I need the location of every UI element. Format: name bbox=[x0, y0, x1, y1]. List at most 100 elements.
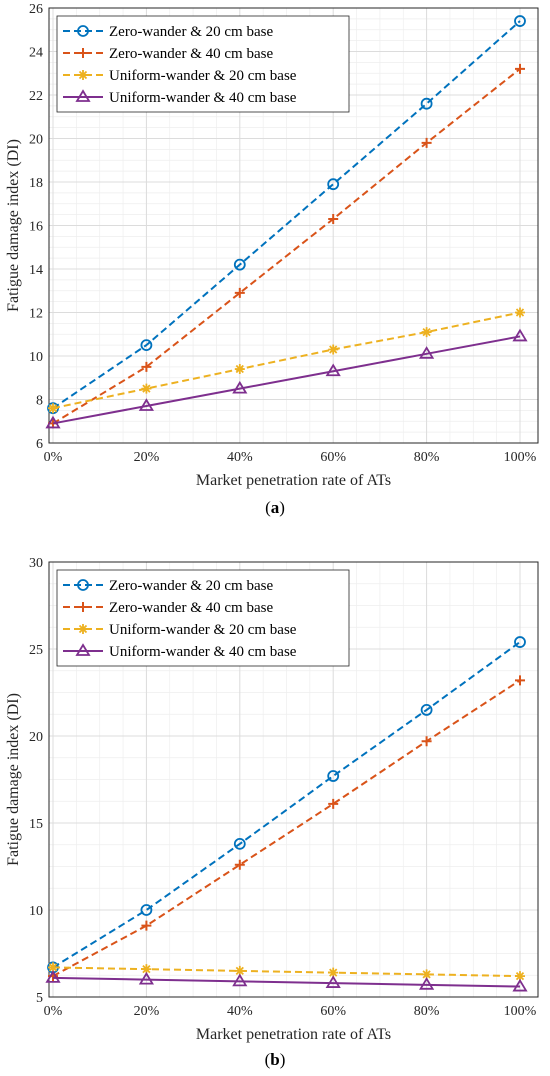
chart-b-xtick-label: 80% bbox=[414, 1004, 440, 1019]
chart-a-legend-marker-0 bbox=[77, 25, 89, 37]
chart-a-series-3-line bbox=[52, 335, 521, 425]
chart-a-series-3-point bbox=[419, 346, 435, 359]
caption-b-letter: b bbox=[270, 1050, 280, 1069]
chart-a-xtick-label: 80% bbox=[414, 450, 440, 465]
chart-a-series-2-line bbox=[52, 311, 521, 410]
chart-a-ytick-label: 12 bbox=[29, 307, 43, 322]
chart-a-xlabel: Market penetration rate of ATs bbox=[196, 472, 391, 489]
chart-b-series-1-point bbox=[515, 675, 525, 686]
chart-a-legend-marker-2 bbox=[78, 70, 88, 80]
chart-b-ytick-label: 30 bbox=[29, 556, 43, 571]
chart-b-series-0-point bbox=[233, 837, 246, 850]
chart-a-series-0-line bbox=[52, 20, 521, 410]
chart-b-series-2-point bbox=[234, 965, 245, 976]
chart-a-axes-box bbox=[48, 7, 539, 444]
chart-b-series-0 bbox=[47, 636, 526, 974]
chart-a-ytick-label: 10 bbox=[29, 350, 43, 365]
chart-b-series-3-point bbox=[419, 977, 435, 990]
caption-b: (b) bbox=[0, 1050, 550, 1070]
chart-b-xtick-label: 0% bbox=[44, 1004, 63, 1019]
chart-a-ytick-label: 26 bbox=[29, 2, 43, 17]
chart-b-series-2-point bbox=[48, 962, 58, 973]
chart-b-legend-label-0: Zero-wander & 20 cm base bbox=[109, 578, 273, 594]
chart-a-xtick-label: 60% bbox=[320, 450, 346, 465]
chart-a-ylabel: Fatigue damage index (DI) bbox=[5, 139, 22, 312]
chart-b-legend-marker-0 bbox=[77, 579, 89, 591]
chart-b-legend-marker-3 bbox=[75, 643, 91, 656]
chart-a-legend: Zero-wander & 20 cm base Zero-wander & 40… bbox=[56, 15, 350, 113]
chart-a-legend-label-1: Zero-wander & 40 cm base bbox=[109, 46, 273, 62]
chart-a-series-2-point bbox=[141, 383, 152, 394]
chart-a-xtick-label: 20% bbox=[134, 450, 160, 465]
chart-b-series-0-point bbox=[327, 770, 340, 782]
chart-b-series-2-line bbox=[52, 966, 521, 978]
chart-a-legend-label-3: Uniform-wander & 40 cm base bbox=[109, 90, 297, 106]
chart-b-xtick-label: 20% bbox=[134, 1004, 160, 1019]
chart-b-ytick-label: 25 bbox=[29, 643, 43, 658]
chart-a-series-1-line bbox=[52, 68, 521, 425]
chart-a-ytick-label: 18 bbox=[29, 176, 43, 191]
chart-b-series-1 bbox=[48, 675, 525, 982]
chart-b-series-1-point bbox=[421, 736, 432, 747]
chart-a-ytick-label: 22 bbox=[29, 89, 43, 104]
chart-b-ytick-label: 15 bbox=[29, 817, 43, 832]
caption-a: (a) bbox=[0, 498, 550, 518]
chart-b-series-1-line bbox=[52, 679, 521, 977]
chart-a-series-1-point bbox=[141, 361, 152, 372]
chart-b-svg: 5 10 15 20 25 30 0% 20% 40% 60% 80% 100% Market pene… bbox=[5, 556, 539, 1043]
chart-b-series-0-point bbox=[514, 636, 526, 648]
chart-a-series-1-point bbox=[234, 287, 245, 298]
chart-a-ytick-label: 16 bbox=[29, 220, 43, 235]
caption-a-letter: a bbox=[270, 498, 280, 517]
chart-a-series-2-point bbox=[234, 364, 245, 375]
chart-a-series-0-point bbox=[327, 178, 340, 191]
chart-b-series-0-point bbox=[420, 703, 433, 716]
chart-a-series-3-point bbox=[325, 363, 341, 377]
chart-b-series-2 bbox=[48, 962, 525, 982]
chart-b-series-3-line bbox=[52, 976, 521, 988]
chart-a-series-2-point bbox=[421, 327, 432, 338]
chart-b-xtick-label: 100% bbox=[504, 1004, 537, 1019]
chart-b-legend-box bbox=[56, 569, 350, 667]
chart-b-legend-label-1: Zero-wander & 40 cm base bbox=[109, 600, 273, 616]
chart-a-series-2 bbox=[48, 307, 525, 414]
chart-b-series-3-point bbox=[325, 975, 341, 988]
chart-a-series-3-point bbox=[512, 328, 528, 342]
chart-b-series-2-point bbox=[328, 967, 339, 978]
chart-b-series-1-point bbox=[328, 798, 339, 809]
chart-b-ylabel: Fatigue damage index (DI) bbox=[5, 693, 22, 866]
chart-b-ytick-label: 5 bbox=[36, 991, 43, 1006]
chart-b-axes-box bbox=[48, 561, 539, 998]
caption-b-close: ) bbox=[279, 1050, 286, 1069]
chart-a-series-3-point bbox=[45, 415, 61, 429]
chart-b-ytick-label: 10 bbox=[29, 904, 43, 919]
chart-a-xtick-label: 100% bbox=[504, 450, 537, 465]
chart-a-series-1-point bbox=[515, 63, 525, 74]
chart-b-xtick-label: 40% bbox=[227, 1004, 253, 1019]
chart-a-series-3-point bbox=[232, 380, 248, 394]
chart-a-series-3-point bbox=[138, 398, 154, 411]
chart-b-series-0-point bbox=[140, 904, 153, 916]
chart-b-series-1-point bbox=[234, 859, 245, 870]
chart-a-ytick-label: 14 bbox=[29, 263, 43, 278]
chart-b-series-2-point bbox=[421, 969, 432, 980]
chart-a-series-1-point bbox=[421, 137, 432, 148]
chart-a-series-0-point bbox=[140, 339, 153, 352]
chart-b-series-3 bbox=[45, 970, 528, 992]
chart-b-xlabel: Market penetration rate of ATs bbox=[196, 1026, 391, 1043]
chart-a-ytick-label: 24 bbox=[29, 46, 43, 61]
chart-b-legend-label-2: Uniform-wander & 20 cm base bbox=[109, 622, 297, 638]
chart-a-series-0-point bbox=[233, 258, 246, 271]
chart-b-series-3-point bbox=[232, 973, 248, 987]
chart-a-series-0-point bbox=[514, 15, 526, 27]
chart-a-series-2-point bbox=[48, 403, 58, 414]
chart-a-series-2-point bbox=[328, 344, 339, 355]
caption-a-open: ( bbox=[265, 498, 271, 517]
chart-b-series-0-line bbox=[52, 641, 521, 969]
chart-a-legend-marker-3 bbox=[75, 89, 91, 102]
chart-a-ytick-label: 20 bbox=[29, 133, 43, 148]
chart-b-legend-label-3: Uniform-wander & 40 cm base bbox=[109, 644, 297, 660]
chart-a-legend-label-0: Zero-wander & 20 cm base bbox=[109, 24, 273, 40]
chart-a-series-3 bbox=[45, 328, 528, 429]
chart-panel-a: 6 8 10 12 14 16 18 20 22 24 26 0% 20% 40% 60% 80% 100% Ma… bbox=[0, 2, 550, 518]
